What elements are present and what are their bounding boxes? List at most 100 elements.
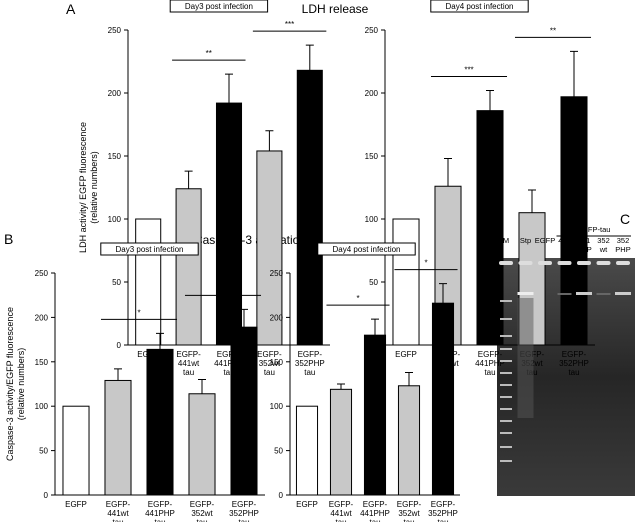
error-bar	[570, 50, 578, 97]
subtitle: Day4 post infection	[332, 245, 400, 254]
gel-well	[538, 261, 552, 265]
y-tick-label: 200	[108, 89, 122, 98]
y-tick-label: 250	[35, 269, 49, 278]
dna-band	[517, 292, 534, 295]
significance-label: ***	[285, 20, 294, 29]
ladder-band	[500, 384, 512, 386]
subtitle-box	[100, 242, 199, 256]
bar	[397, 385, 421, 496]
gel-well	[518, 261, 533, 265]
bar	[295, 405, 319, 496]
lane-label: 352 wt	[597, 236, 610, 254]
ladder-band	[500, 446, 512, 448]
subtitle-box	[430, 0, 529, 13]
gel-smear	[517, 298, 534, 418]
y-tick-label: 200	[365, 89, 379, 98]
y-tick-label: 150	[270, 358, 284, 367]
bar	[188, 393, 216, 496]
lane-label: 352 PHP	[615, 236, 630, 254]
error-bar	[240, 308, 248, 328]
y-tick-label: 0	[44, 491, 49, 500]
subtitle: Day4 post infection	[445, 2, 513, 11]
y-tick-label: 200	[35, 313, 49, 322]
gel-well	[499, 261, 513, 265]
ladder-band	[500, 408, 512, 410]
significance-label: **	[550, 26, 556, 35]
significance-label: ***	[218, 284, 227, 293]
ladder-band	[500, 348, 512, 350]
panel-letter: B	[4, 231, 13, 247]
error-bar	[405, 371, 413, 386]
bar	[62, 405, 90, 496]
gel-well	[616, 261, 630, 265]
error-bar	[305, 44, 314, 71]
subtitle: Day3 post infection	[185, 2, 253, 11]
gel-well	[557, 261, 572, 265]
subtitle-box	[317, 242, 416, 256]
bar	[560, 96, 588, 346]
panel-title: LDH release	[302, 2, 369, 16]
lane-label: M	[503, 236, 509, 245]
x-tick-label: EGFP	[65, 500, 87, 509]
dna-band	[557, 293, 572, 295]
y-tick-label: 50	[274, 447, 283, 456]
bar	[104, 379, 132, 496]
gel-well	[577, 261, 591, 265]
lane-label: Stp	[520, 236, 531, 245]
panel-title: Caspase-3 activation	[194, 233, 306, 247]
gel-header: EGFP-tau	[577, 225, 610, 234]
bar	[256, 150, 283, 346]
bar	[146, 348, 174, 496]
gel-well	[596, 261, 611, 265]
bar	[215, 102, 243, 346]
significance-label: ***	[464, 65, 473, 74]
ladder-band	[500, 460, 512, 462]
significance-label: *	[356, 294, 359, 303]
y-tick-label: 250	[365, 26, 379, 35]
y-tick-label: 100	[270, 402, 284, 411]
dna-band	[596, 293, 611, 295]
ladder-band	[500, 396, 512, 398]
error-bar	[337, 383, 345, 390]
bar	[230, 326, 258, 496]
error-bar	[528, 189, 536, 213]
error-bar	[486, 89, 494, 111]
error-bar	[198, 379, 206, 394]
ladder-band	[500, 335, 512, 337]
error-bar	[156, 332, 164, 350]
error-bar	[114, 368, 122, 381]
lane-label: EGFP	[535, 236, 555, 245]
bar	[175, 188, 202, 346]
error-bar	[184, 170, 193, 189]
y-tick-label: 50	[112, 278, 121, 287]
panel-letter: C	[620, 211, 630, 227]
y-tick-label: 250	[270, 269, 284, 278]
y-axis-label: Caspase-3 activity/EGFP fluorescence(rel…	[5, 307, 26, 461]
ladder-band	[500, 300, 512, 302]
ladder-band	[500, 318, 512, 320]
y-tick-label: 100	[35, 402, 49, 411]
y-tick-label: 150	[35, 358, 49, 367]
bar	[363, 334, 387, 496]
panel-letter: A	[66, 1, 76, 17]
y-axis-label: LDH activity/ EGFP fluorescence(relative…	[78, 122, 99, 253]
significance-label: *	[424, 259, 427, 268]
x-tick-label: EGFP	[296, 500, 318, 509]
ladder-band	[500, 360, 512, 362]
y-tick-label: 250	[108, 26, 122, 35]
lane-label: 441 PHP	[576, 236, 591, 254]
subtitle: Day3 post infection	[115, 245, 183, 254]
x-tick-label: EGFP	[395, 350, 417, 359]
y-tick-label: 0	[279, 491, 284, 500]
y-tick-label: 100	[365, 215, 379, 224]
